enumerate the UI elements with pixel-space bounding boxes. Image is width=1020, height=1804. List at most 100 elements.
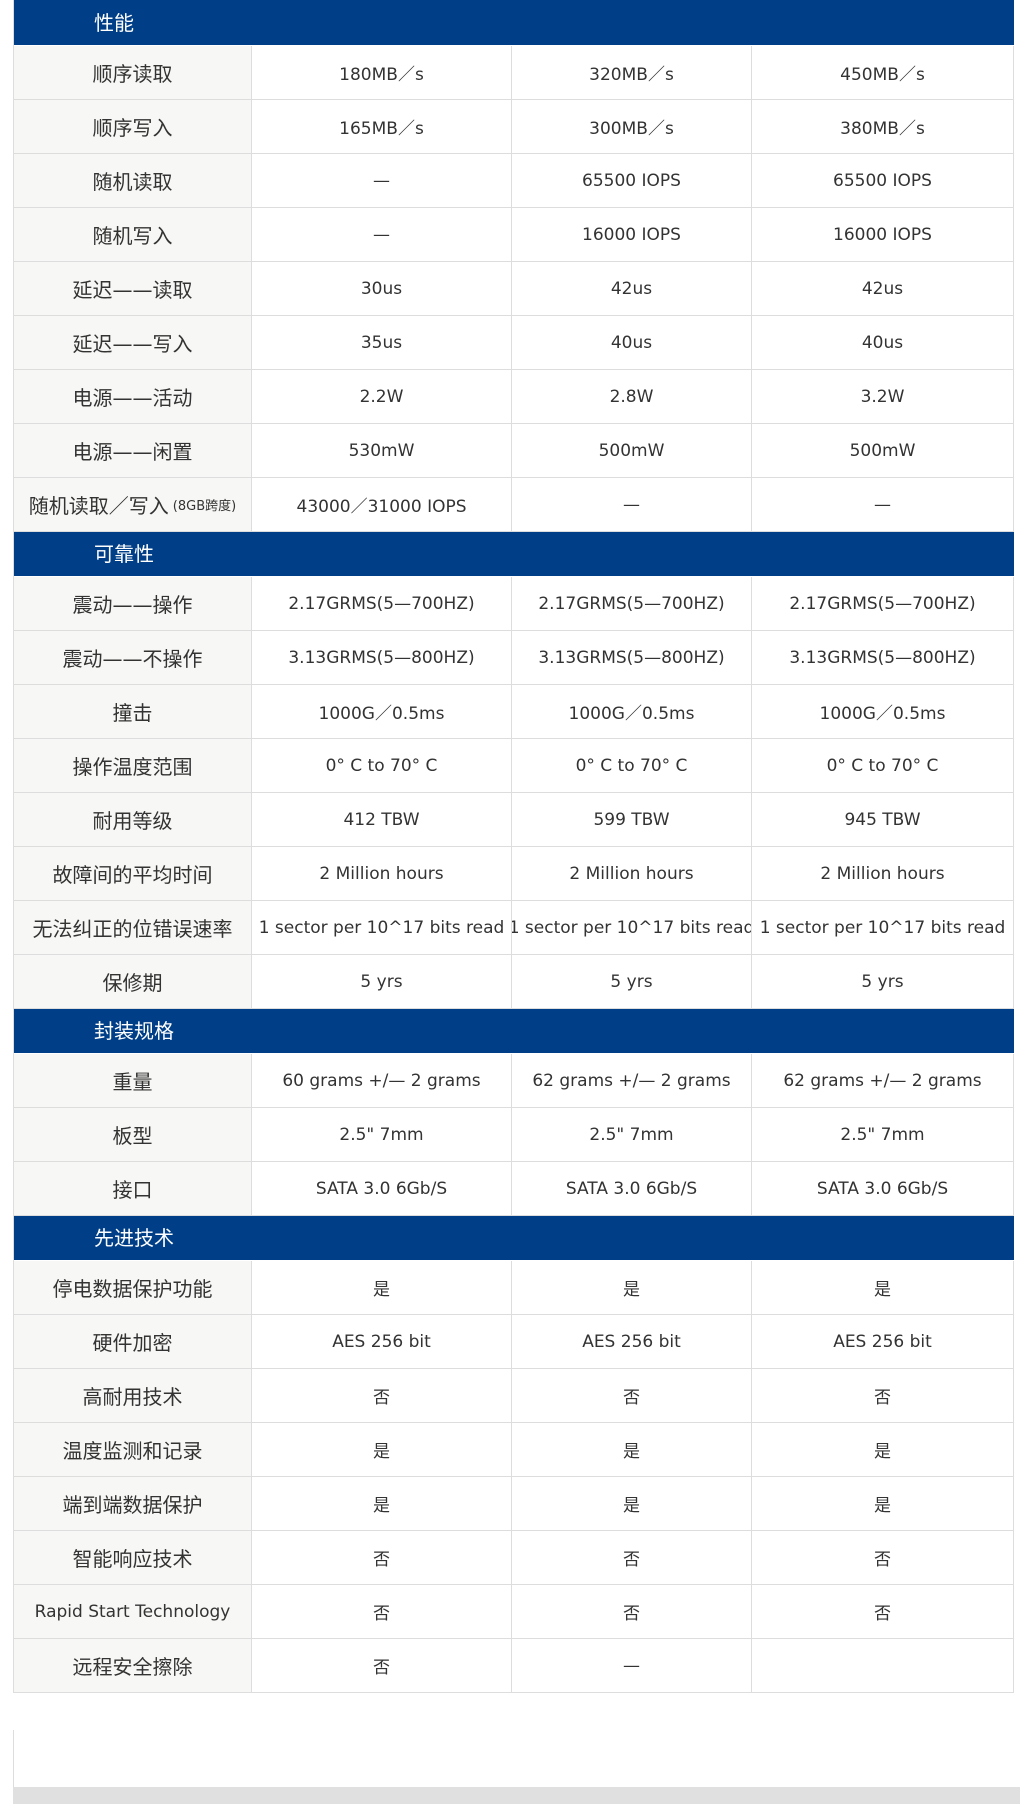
- value-cell: 是: [752, 1261, 1014, 1314]
- table-row: 耐用等级 412 TBW 599 TBW 945 TBW: [14, 793, 1014, 847]
- row-label: 随机写入: [14, 208, 252, 261]
- value-cell: 2.5" 7mm: [252, 1108, 512, 1161]
- value-cell: 165MB／s: [252, 100, 512, 153]
- value-cell: 0° C to 70° C: [752, 739, 1014, 792]
- value-cell: 否: [752, 1531, 1014, 1584]
- value-cell: 3.13GRMS(5—800HZ): [252, 631, 512, 684]
- value-cell: 2 Million hours: [752, 847, 1014, 900]
- value-cell: 500mW: [512, 424, 752, 477]
- value-cell: 否: [512, 1369, 752, 1422]
- value-cell: AES 256 bit: [752, 1315, 1014, 1368]
- value-cell: SATA 3.0 6Gb/S: [252, 1162, 512, 1215]
- spec-table: 性能 顺序读取 180MB／s 320MB／s 450MB／s 顺序写入 165MB／s 30…: [13, 0, 1014, 1693]
- value-cell: 否: [752, 1585, 1014, 1638]
- value-cell: 2.2W: [252, 370, 512, 423]
- value-cell: 40us: [512, 316, 752, 369]
- row-label-text: 电源——闲置: [72, 440, 193, 464]
- table-row: Rapid Start Technology 否否否: [14, 1585, 1014, 1639]
- table-row: 电源——活动 2.2W 2.8W 3.2W: [14, 370, 1014, 424]
- row-label-text: 重量: [112, 1070, 153, 1094]
- value-cell: 1000G／0.5ms: [512, 685, 752, 738]
- row-label: 撞击: [14, 685, 252, 738]
- row-label-text: 撞击: [112, 701, 153, 725]
- value-cell: 62 grams +/— 2 grams: [512, 1054, 752, 1107]
- row-label-text: 保修期: [102, 971, 163, 995]
- table-row: 远程安全擦除 否 —: [14, 1639, 1014, 1693]
- row-label: 延迟——写入: [14, 316, 252, 369]
- value-cell: 2 Million hours: [512, 847, 752, 900]
- table-row: 无法纠正的位错误速率 1 sector per 10^17 bits read 1 …: [14, 901, 1014, 955]
- value-cell: —: [512, 1639, 752, 1692]
- row-label-text: 操作温度范围: [72, 755, 193, 779]
- value-cell: 530mW: [252, 424, 512, 477]
- row-label: 温度监测和记录: [14, 1423, 252, 1476]
- value-cell: 2.5" 7mm: [512, 1108, 752, 1161]
- table-row: 操作温度范围 0° C to 70° C 0° C to 70° C 0° C to …: [14, 739, 1014, 793]
- value-cell: 2.17GRMS(5—700HZ): [252, 577, 512, 630]
- row-label-text: 无法纠正的位错误速率: [32, 917, 233, 941]
- value-cell: 3.2W: [752, 370, 1014, 423]
- value-cell: 5 yrs: [252, 955, 512, 1008]
- row-label-text: 耐用等级: [92, 809, 173, 833]
- value-cell: 43000／31000 IOPS: [252, 478, 512, 531]
- table-row: 顺序写入 165MB／s 300MB／s 380MB／s: [14, 100, 1014, 154]
- value-cell: 2.17GRMS(5—700HZ): [512, 577, 752, 630]
- row-label: 顺序写入: [14, 100, 252, 153]
- value-cell: 是: [752, 1423, 1014, 1476]
- value-cell: 320MB／s: [512, 46, 752, 99]
- value-cell: 16000 IOPS: [512, 208, 752, 261]
- value-cell: 16000 IOPS: [752, 208, 1014, 261]
- value-cell: 2 Million hours: [252, 847, 512, 900]
- section-header: 封装规格: [14, 1009, 1014, 1054]
- table-row: 随机读取 —65500 IOPS 65500 IOPS: [14, 154, 1014, 208]
- row-label: 操作温度范围: [14, 739, 252, 792]
- row-label-text: 随机写入: [92, 224, 173, 248]
- table-row: 顺序读取 180MB／s 320MB／s 450MB／s: [14, 46, 1014, 100]
- value-cell: [752, 1639, 1014, 1692]
- table-row: 随机写入 —16000 IOPS 16000 IOPS: [14, 208, 1014, 262]
- table-row: 硬件加密 AES 256 bit AES 256 bit AES 256 bit: [14, 1315, 1014, 1369]
- row-label: 接口: [14, 1162, 252, 1215]
- value-cell: 945 TBW: [752, 793, 1014, 846]
- row-label: 顺序读取: [14, 46, 252, 99]
- table-row: 重量 60 grams +/— 2 grams 62 grams +/— 2 gra…: [14, 1054, 1014, 1108]
- table-row: 板型 2.5" 7mm 2.5" 7mm 2.5" 7mm: [14, 1108, 1014, 1162]
- table-row: 停电数据保护功能是是是: [14, 1261, 1014, 1315]
- value-cell: 是: [252, 1423, 512, 1476]
- table-row: 延迟——写入 35us 40us 40us: [14, 316, 1014, 370]
- row-label-text: 高耐用技术: [82, 1385, 183, 1409]
- table-row: 高耐用技术否否否: [14, 1369, 1014, 1423]
- value-cell: 否: [252, 1369, 512, 1422]
- value-cell: 否: [512, 1585, 752, 1638]
- row-label: 无法纠正的位错误速率: [14, 901, 252, 954]
- row-label-text: 顺序读取: [92, 62, 173, 86]
- row-label: 震动——不操作: [14, 631, 252, 684]
- value-cell: 180MB／s: [252, 46, 512, 99]
- value-cell: 否: [252, 1585, 512, 1638]
- value-cell: 1000G／0.5ms: [752, 685, 1014, 738]
- value-cell: 0° C to 70° C: [512, 739, 752, 792]
- value-cell: AES 256 bit: [252, 1315, 512, 1368]
- value-cell: 450MB／s: [752, 46, 1014, 99]
- table-row: 电源——闲置 530mW 500mW 500mW: [14, 424, 1014, 478]
- value-cell: 2.17GRMS(5—700HZ): [752, 577, 1014, 630]
- row-label: 震动——操作: [14, 577, 252, 630]
- value-cell: 412 TBW: [252, 793, 512, 846]
- table-row: 接口 SATA 3.0 6Gb/S SATA 3.0 6Gb/S SATA 3.0 6…: [14, 1162, 1014, 1216]
- value-cell: 是: [512, 1261, 752, 1314]
- row-label: 停电数据保护功能: [14, 1261, 252, 1314]
- value-cell: —: [512, 478, 752, 531]
- value-cell: 2.5" 7mm: [752, 1108, 1014, 1161]
- value-cell: 是: [752, 1477, 1014, 1530]
- row-label: 远程安全擦除: [14, 1639, 252, 1692]
- value-cell: 300MB／s: [512, 100, 752, 153]
- value-cell: 60 grams +/— 2 grams: [252, 1054, 512, 1107]
- row-label: 电源——闲置: [14, 424, 252, 477]
- row-label: 智能响应技术: [14, 1531, 252, 1584]
- row-label: 硬件加密: [14, 1315, 252, 1368]
- value-cell: 42us: [512, 262, 752, 315]
- value-cell: 5 yrs: [752, 955, 1014, 1008]
- value-cell: 否: [252, 1531, 512, 1584]
- value-cell: 62 grams +/— 2 grams: [752, 1054, 1014, 1107]
- row-label-text: Rapid Start Technology: [34, 1601, 231, 1622]
